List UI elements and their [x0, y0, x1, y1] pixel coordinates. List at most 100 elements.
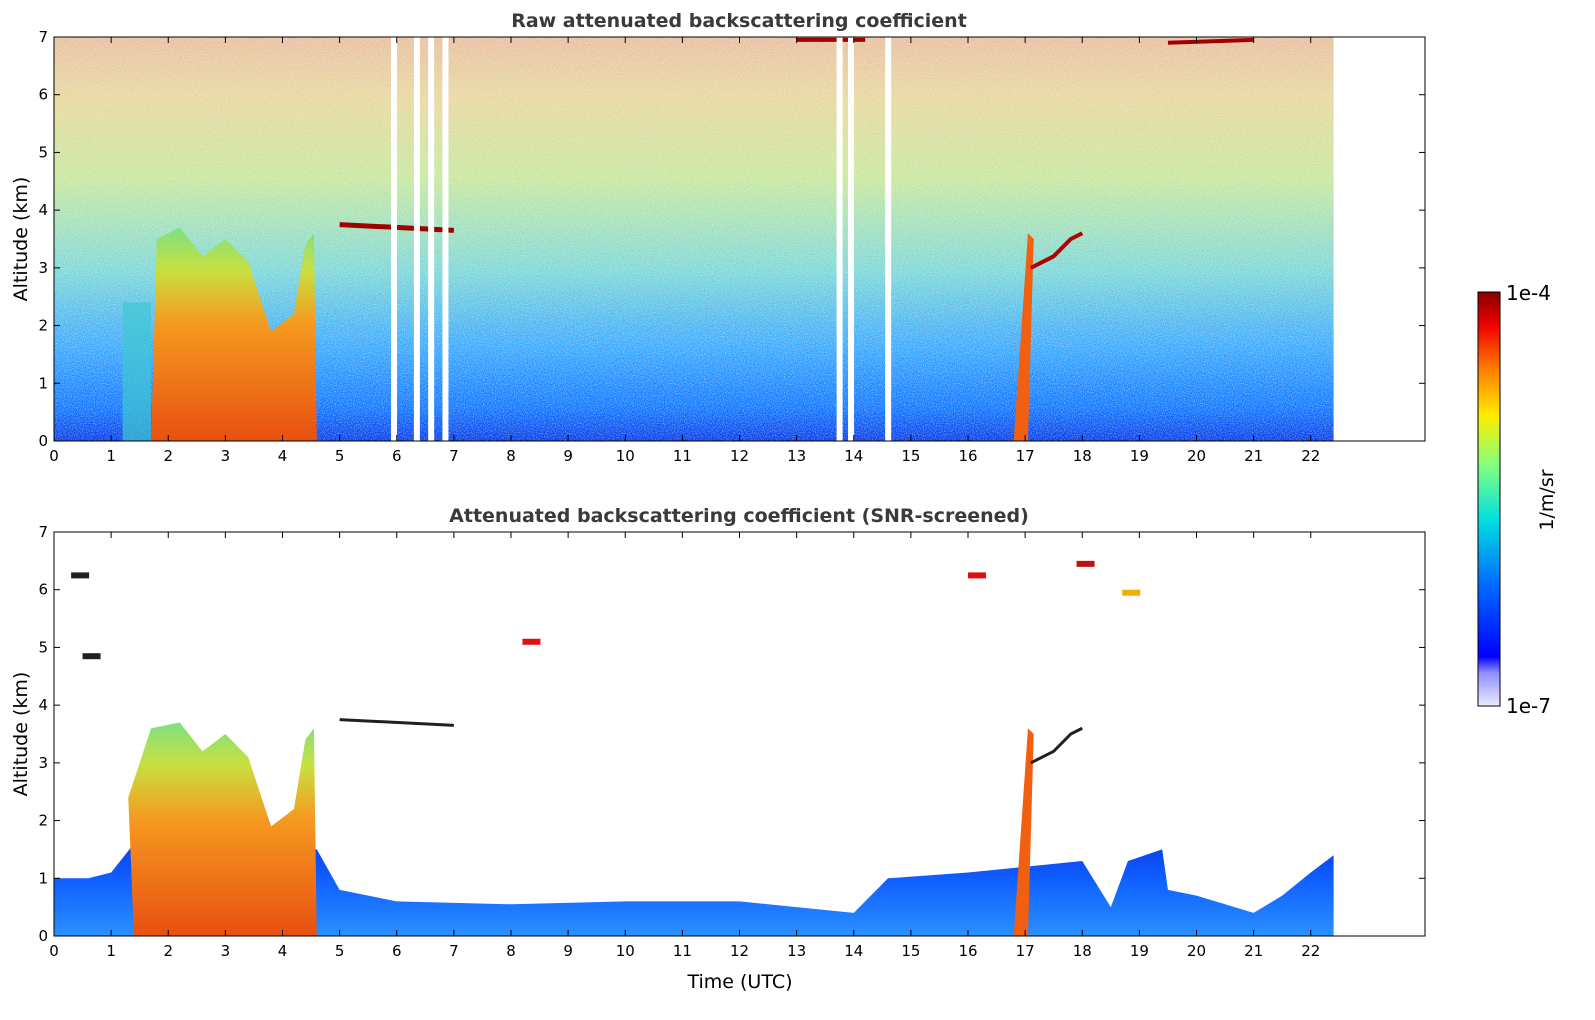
- y-tick-label: 5: [38, 638, 48, 656]
- chart-title: Attenuated backscattering coefficient (S…: [449, 505, 1029, 527]
- x-tick-label: 6: [392, 942, 402, 960]
- screened-feature: [522, 638, 541, 645]
- x-tick-label: 13: [787, 447, 806, 465]
- snr-screened-panel: Attenuated backscattering coefficient (S…: [10, 505, 1426, 993]
- colorbar: 1e-4 1e-7 1/m/sr: [1477, 281, 1558, 718]
- boundary-layer: [54, 843, 1334, 936]
- screened-feature: [1076, 560, 1095, 567]
- data-gap: [848, 37, 855, 441]
- x-tick-label: 14: [844, 447, 863, 465]
- data-gap: [428, 37, 435, 441]
- x-tick-label: 0: [49, 447, 59, 465]
- x-axis-ticks: 0 1 2 3 4 5 6 7 8 9 10 11 12 13 14 15 16 17 18 19 20 21 22: [49, 37, 1320, 465]
- aerosol-plume: [128, 722, 317, 936]
- x-tick-label: 1: [106, 942, 116, 960]
- y-axis-label: Altitude (km): [10, 672, 32, 797]
- x-tick-label: 14: [844, 942, 863, 960]
- screened-feature: [968, 572, 986, 579]
- x-tick-label: 0: [49, 942, 59, 960]
- chart-title: Raw attenuated backscattering coefficien…: [511, 10, 967, 32]
- x-tick-label: 12: [730, 447, 749, 465]
- y-tick-label: 6: [38, 581, 48, 599]
- x-tick-label: 11: [673, 447, 692, 465]
- x-tick-label: 22: [1301, 447, 1320, 465]
- x-tick-label: 22: [1301, 942, 1320, 960]
- x-tick-label: 9: [563, 447, 573, 465]
- screened-feature: [1122, 589, 1141, 596]
- y-tick-label: 5: [38, 143, 48, 161]
- x-tick-label: 12: [730, 942, 749, 960]
- y-tick-label: 6: [38, 86, 48, 104]
- screened-feature: [71, 572, 90, 579]
- x-tick-label: 9: [563, 942, 573, 960]
- colorbar-max-label: 1e-4: [1506, 281, 1551, 305]
- raw-heatmap-field: [54, 37, 1334, 441]
- x-tick-label: 4: [278, 942, 288, 960]
- x-tick-label: 13: [787, 942, 806, 960]
- y-axis-ticks: 0 1 2 3 4 5 6 7: [38, 523, 1425, 945]
- colorbar-unit-label: 1/m/sr: [1536, 469, 1558, 530]
- colorbar-gradient: [1477, 291, 1501, 707]
- y-tick-label: 0: [38, 432, 48, 450]
- x-tick-label: 17: [1016, 447, 1035, 465]
- x-tick-label: 18: [1073, 447, 1092, 465]
- x-tick-label: 6: [392, 447, 402, 465]
- x-tick-label: 10: [616, 447, 635, 465]
- x-tick-label: 21: [1244, 942, 1263, 960]
- screened-feature: [82, 653, 101, 660]
- data-gap: [391, 37, 398, 441]
- x-tick-label: 2: [163, 942, 173, 960]
- x-tick-label: 8: [506, 942, 516, 960]
- y-tick-label: 3: [38, 259, 48, 277]
- data-gap: [413, 37, 420, 441]
- x-tick-label: 20: [1187, 447, 1206, 465]
- x-tick-label: 10: [616, 942, 635, 960]
- x-tick-label: 2: [163, 447, 173, 465]
- cloud-layer: [339, 718, 454, 727]
- cloud-column: [1013, 233, 1034, 441]
- data-gap: [836, 37, 843, 441]
- y-tick-label: 2: [38, 812, 48, 830]
- y-tick-label: 7: [38, 523, 48, 541]
- x-tick-label: 5: [335, 447, 345, 465]
- x-tick-label: 18: [1073, 942, 1092, 960]
- y-tick-label: 0: [38, 927, 48, 945]
- y-tick-label: 1: [38, 869, 48, 887]
- aerosol-layer: [122, 302, 152, 441]
- y-tick-label: 2: [38, 317, 48, 335]
- data-gap: [885, 37, 892, 441]
- x-tick-label: 7: [449, 942, 459, 960]
- y-tick-label: 4: [38, 201, 48, 219]
- x-tick-label: 1: [106, 447, 116, 465]
- x-tick-label: 5: [335, 942, 345, 960]
- x-tick-label: 7: [449, 447, 459, 465]
- x-tick-label: 20: [1187, 942, 1206, 960]
- y-axis-label: Altitude (km): [10, 177, 32, 302]
- colorbar-min-label: 1e-7: [1506, 694, 1551, 718]
- y-tick-label: 4: [38, 696, 48, 714]
- y-tick-label: 7: [38, 28, 48, 46]
- x-tick-label: 15: [901, 942, 920, 960]
- cloud-layer: [1167, 37, 1254, 45]
- x-tick-label: 19: [1130, 942, 1149, 960]
- x-axis-ticks: 0 1 2 3 4 5 6 7 8 9 10 11 12 13 14 15 16 17 18 19 20 21 22: [49, 532, 1320, 960]
- cloud-column: [1013, 728, 1034, 936]
- x-tick-label: 4: [278, 447, 288, 465]
- x-tick-label: 3: [221, 447, 231, 465]
- x-tick-label: 16: [958, 447, 977, 465]
- screened-heatmap-field: [54, 560, 1334, 936]
- y-tick-label: 3: [38, 754, 48, 772]
- x-tick-label: 17: [1016, 942, 1035, 960]
- x-tick-label: 15: [901, 447, 920, 465]
- y-tick-label: 1: [38, 374, 48, 392]
- x-axis-label: Time (UTC): [686, 971, 792, 993]
- cloud-layer: [1030, 726, 1083, 765]
- cloud-layer: [1029, 231, 1084, 270]
- y-axis-ticks: 0 1 2 3 4 5 6 7: [38, 28, 1425, 450]
- x-tick-label: 21: [1244, 447, 1263, 465]
- data-gap: [442, 37, 449, 441]
- x-tick-label: 16: [958, 942, 977, 960]
- x-tick-label: 3: [221, 942, 231, 960]
- raw-backscatter-panel: Raw attenuated backscattering coefficien…: [10, 10, 1426, 465]
